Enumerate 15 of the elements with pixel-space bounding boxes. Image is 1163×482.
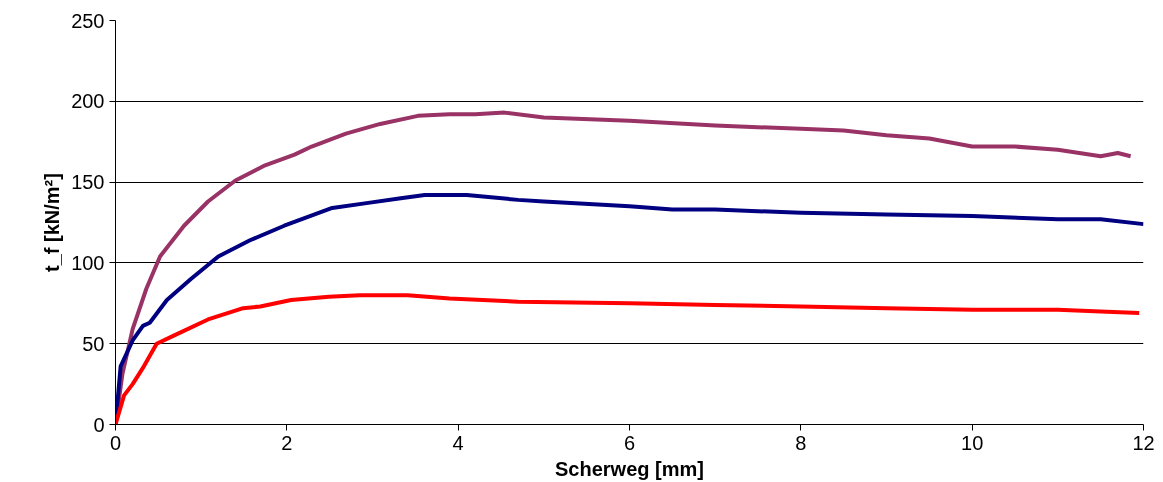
x-tick-label: 10 xyxy=(961,431,984,454)
x-tick-label: 4 xyxy=(452,431,464,454)
y-tick-label: 250 xyxy=(71,9,105,32)
y-tick-label: 0 xyxy=(93,413,105,436)
y-tick-label: 100 xyxy=(71,251,105,274)
y-axis-title: t_f [kN/m²] xyxy=(41,173,64,272)
y-tick-label: 50 xyxy=(82,332,105,355)
x-tick-label: 12 xyxy=(1132,431,1155,454)
x-tick-label: 8 xyxy=(795,431,807,454)
x-tick-label: 6 xyxy=(623,431,636,454)
y-tick-label: 150 xyxy=(71,171,105,194)
x-axis-title: Scherweg [mm] xyxy=(555,457,704,480)
x-tick-label: 2 xyxy=(281,431,293,454)
x-tick-label: 0 xyxy=(109,431,122,454)
y-tick-label: 200 xyxy=(71,90,105,113)
